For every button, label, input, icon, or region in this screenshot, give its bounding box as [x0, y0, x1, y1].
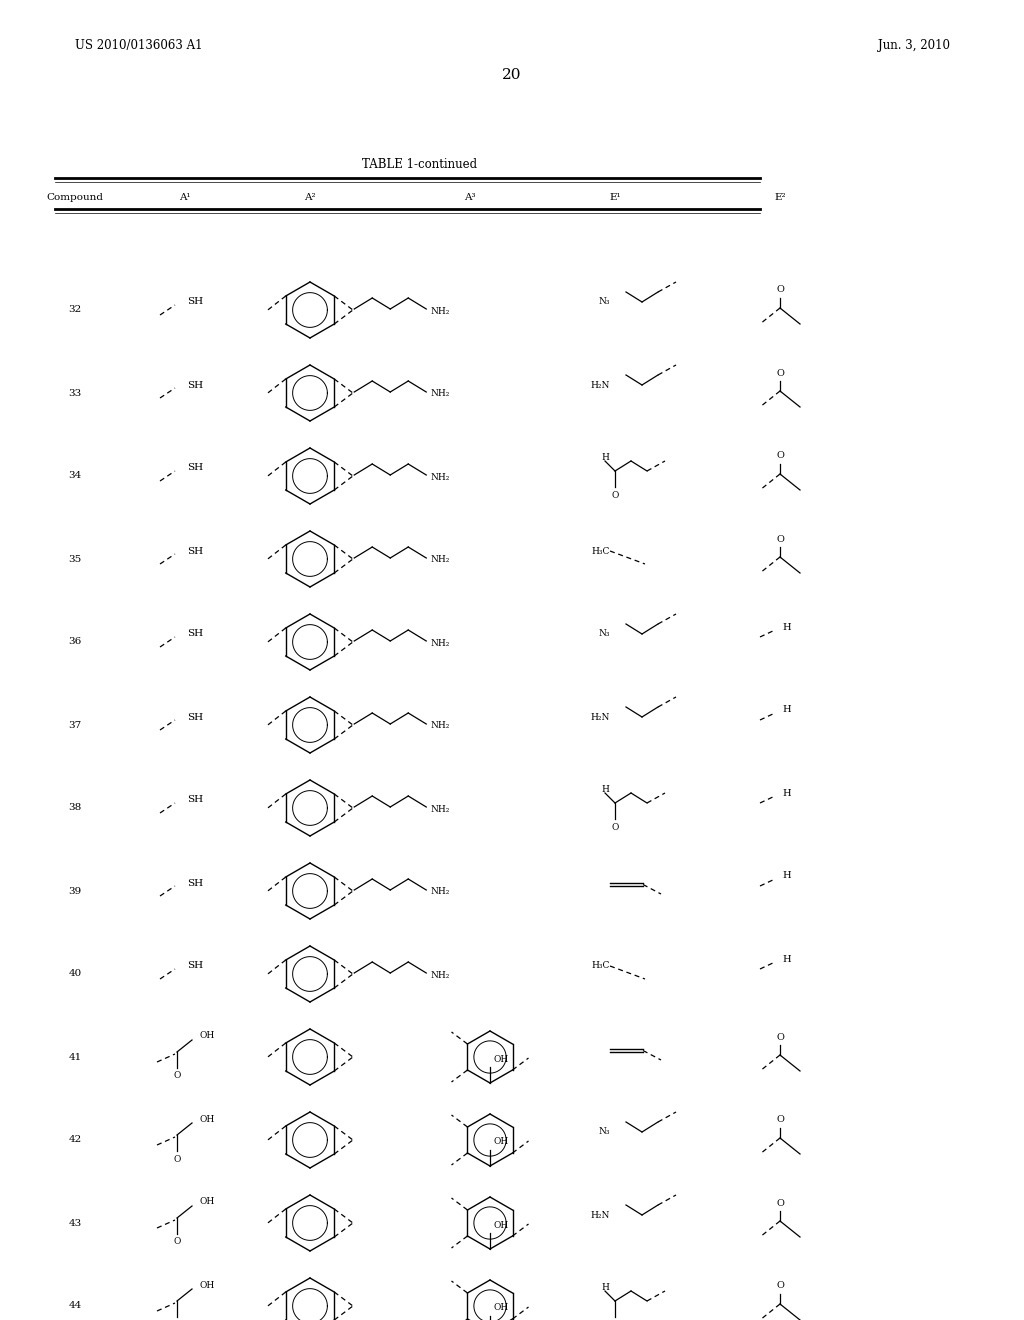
Text: O: O	[776, 1282, 784, 1291]
Text: SH: SH	[187, 630, 203, 639]
Text: O: O	[173, 1155, 180, 1163]
Text: 20: 20	[502, 69, 522, 82]
Text: O: O	[611, 822, 618, 832]
Text: H₂N: H₂N	[591, 713, 610, 722]
Text: NH₂: NH₂	[430, 887, 450, 896]
Text: 37: 37	[69, 721, 82, 730]
Text: SH: SH	[187, 879, 203, 887]
Text: O: O	[776, 368, 784, 378]
Text: H: H	[601, 784, 609, 793]
Text: A²: A²	[304, 194, 315, 202]
Text: Compound: Compound	[46, 194, 103, 202]
Text: SH: SH	[187, 546, 203, 556]
Text: SH: SH	[187, 961, 203, 970]
Text: H₃C: H₃C	[592, 961, 610, 970]
Text: H: H	[601, 1283, 609, 1291]
Text: 38: 38	[69, 804, 82, 813]
Text: O: O	[611, 491, 618, 499]
Text: O: O	[776, 1032, 784, 1041]
Text: OH: OH	[199, 1114, 214, 1123]
Text: N₃: N₃	[598, 297, 610, 306]
Text: 44: 44	[69, 1302, 82, 1311]
Text: SH: SH	[187, 713, 203, 722]
Text: O: O	[776, 1115, 784, 1125]
Text: 34: 34	[69, 471, 82, 480]
Text: E¹: E¹	[609, 194, 621, 202]
Text: H: H	[782, 705, 791, 714]
Text: OH: OH	[493, 1138, 508, 1147]
Text: O: O	[776, 451, 784, 461]
Text: H₃C: H₃C	[592, 546, 610, 556]
Text: H₂N: H₂N	[591, 1210, 610, 1220]
Text: NH₂: NH₂	[430, 306, 450, 315]
Text: TABLE 1-continued: TABLE 1-continued	[362, 158, 477, 172]
Text: NH₂: NH₂	[430, 639, 450, 648]
Text: O: O	[173, 1072, 180, 1081]
Text: 42: 42	[69, 1135, 82, 1144]
Text: 41: 41	[69, 1052, 82, 1061]
Text: Jun. 3, 2010: Jun. 3, 2010	[878, 38, 950, 51]
Text: O: O	[776, 285, 784, 294]
Text: 43: 43	[69, 1218, 82, 1228]
Text: 35: 35	[69, 554, 82, 564]
Text: H: H	[782, 954, 791, 964]
Text: NH₂: NH₂	[430, 473, 450, 482]
Text: H: H	[601, 453, 609, 462]
Text: SH: SH	[187, 380, 203, 389]
Text: SH: SH	[187, 297, 203, 306]
Text: 40: 40	[69, 969, 82, 978]
Text: OH: OH	[493, 1304, 508, 1312]
Text: O: O	[776, 1199, 784, 1208]
Text: 33: 33	[69, 388, 82, 397]
Text: SH: SH	[187, 796, 203, 804]
Text: E²: E²	[774, 194, 785, 202]
Text: NH₂: NH₂	[430, 556, 450, 565]
Text: 32: 32	[69, 305, 82, 314]
Text: OH: OH	[199, 1031, 214, 1040]
Text: H: H	[782, 788, 791, 797]
Text: N₃: N₃	[598, 630, 610, 639]
Text: H: H	[782, 623, 791, 631]
Text: N₃: N₃	[598, 1127, 610, 1137]
Text: OH: OH	[199, 1280, 214, 1290]
Text: O: O	[173, 1238, 180, 1246]
Text: NH₂: NH₂	[430, 970, 450, 979]
Text: US 2010/0136063 A1: US 2010/0136063 A1	[75, 38, 203, 51]
Text: OH: OH	[493, 1221, 508, 1229]
Text: A¹: A¹	[179, 194, 190, 202]
Text: NH₂: NH₂	[430, 804, 450, 813]
Text: NH₂: NH₂	[430, 722, 450, 730]
Text: H₂N: H₂N	[591, 380, 610, 389]
Text: A³: A³	[464, 194, 476, 202]
Text: NH₂: NH₂	[430, 389, 450, 399]
Text: OH: OH	[493, 1055, 508, 1064]
Text: 36: 36	[69, 638, 82, 647]
Text: 39: 39	[69, 887, 82, 895]
Text: OH: OH	[199, 1197, 214, 1206]
Text: O: O	[776, 535, 784, 544]
Text: SH: SH	[187, 463, 203, 473]
Text: H: H	[782, 871, 791, 880]
